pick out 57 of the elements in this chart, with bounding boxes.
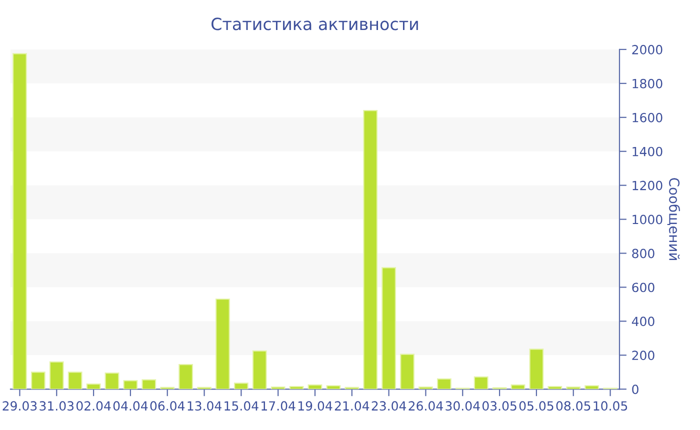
chart-title: Статистика активности: [212, 18, 418, 30]
bar: [363, 110, 378, 390]
bar: [436, 378, 452, 390]
y-axis-title: Сообщений: [667, 178, 680, 260]
y-tick-label: 400: [632, 316, 654, 326]
x-tick-label: 15.04: [224, 401, 258, 411]
x-tick-label: 03.05: [482, 401, 516, 411]
bar: [529, 348, 544, 390]
bar: [510, 384, 526, 390]
bar: [584, 385, 600, 390]
y-tick-label: 1800: [632, 78, 662, 88]
y-tick-label: 1600: [632, 112, 662, 122]
bar: [104, 372, 120, 390]
bar: [270, 386, 286, 390]
x-tick-label: 31.03: [40, 401, 74, 411]
x-tick-label: 30.04: [446, 401, 480, 411]
y-tick-label: 600: [632, 282, 654, 292]
x-tick-label: 19.04: [298, 401, 332, 411]
bar: [49, 361, 64, 390]
x-tick-label: 10.05: [594, 401, 628, 411]
x-tick-label: 17.04: [262, 401, 296, 411]
y-tick-label: 1400: [632, 146, 662, 156]
x-tick-label: 26.04: [408, 401, 443, 411]
y-tick-label: 200: [632, 350, 654, 360]
bar: [418, 386, 433, 390]
x-tick-label: 06.04: [150, 401, 185, 411]
x-tick-label: 21.04: [334, 401, 370, 411]
bar: [382, 267, 396, 390]
bar: [30, 372, 46, 390]
x-tick-label: 08.05: [556, 401, 590, 411]
bar: [68, 372, 82, 390]
bar: [326, 385, 341, 390]
y-tick-label: 2000: [632, 44, 662, 54]
bar: [142, 379, 156, 390]
y-tick-label: 1200: [632, 180, 662, 190]
x-tick-label: 05.05: [519, 401, 554, 411]
bar: [12, 53, 27, 390]
bar: [308, 384, 322, 390]
bar: [474, 376, 488, 390]
bar: [234, 382, 248, 390]
bar: [252, 350, 267, 390]
y-tick-label: 1000: [632, 214, 662, 224]
x-tick-label: 04.04: [113, 401, 148, 411]
y-tick-label: 0: [632, 384, 638, 394]
bar: [86, 384, 101, 390]
x-tick-label: 13.04: [188, 401, 222, 411]
y-tick-label: 800: [632, 248, 654, 258]
bar: [123, 380, 138, 390]
bar: [548, 386, 562, 390]
bar: [178, 364, 194, 390]
bar: [216, 298, 230, 390]
bar: [566, 386, 581, 390]
bar: [289, 386, 304, 390]
bar: [400, 354, 414, 390]
x-tick-label: 23.04: [372, 401, 406, 411]
x-tick-label: 29.03: [2, 401, 37, 411]
x-tick-label: 02.04: [76, 401, 111, 411]
